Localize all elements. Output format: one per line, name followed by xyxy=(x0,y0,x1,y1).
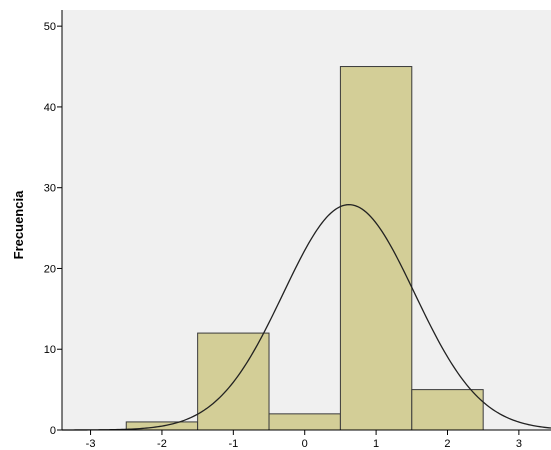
x-tick-label: -1 xyxy=(228,438,238,450)
normal-curve xyxy=(62,204,551,431)
y-tick-label: 30 xyxy=(44,183,56,195)
x-tick-label: -3 xyxy=(86,438,96,450)
histogram-bar-3 xyxy=(339,66,413,431)
bars-layer xyxy=(125,66,484,431)
y-tick-label: 40 xyxy=(44,102,56,114)
x-tick-label: 1 xyxy=(373,438,379,450)
y-tick-label: 50 xyxy=(44,21,56,33)
x-tick-label: -2 xyxy=(157,438,167,450)
y-axis-title: Frecuencia xyxy=(11,190,26,259)
y-tick-label: 20 xyxy=(44,263,56,275)
histogram-bar-4 xyxy=(411,389,484,431)
plot-area xyxy=(62,10,551,430)
y-tick-label: 10 xyxy=(44,344,56,356)
y-ticks-layer: 0 10 20 30 40 50 xyxy=(44,21,62,437)
x-tick-label: 3 xyxy=(516,438,522,450)
x-tick-label: 2 xyxy=(444,438,450,450)
y-tick-label: 0 xyxy=(50,425,56,437)
histogram-bar-2 xyxy=(268,413,341,431)
x-ticks-layer: -3 -2 -1 0 1 2 3 xyxy=(86,430,522,450)
x-tick-label: 0 xyxy=(302,438,308,450)
